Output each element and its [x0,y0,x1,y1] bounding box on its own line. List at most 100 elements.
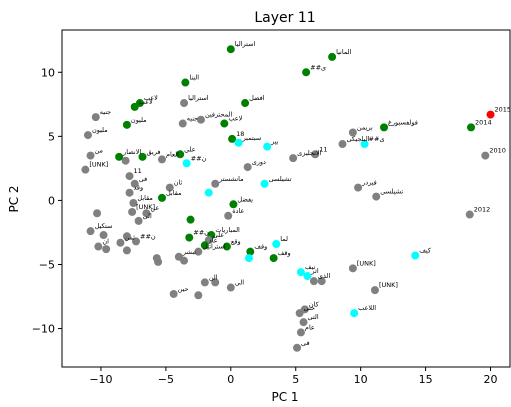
data-point-green [222,242,231,251]
point-label: فیردر [361,179,377,187]
x-axis-label: PC 1 [271,390,298,403]
point-label: عن [150,204,159,212]
data-point-gray [481,151,490,160]
points-layer [81,45,495,352]
data-point-gray [370,286,379,295]
data-point-green [157,193,166,202]
data-point-green [220,119,229,128]
data-point-gray [86,151,95,160]
data-point-cyan [296,268,305,277]
y-tick-label: 10 [41,66,55,79]
data-point-gray [211,278,220,287]
data-point-green [115,152,124,161]
data-point-green [328,52,337,61]
data-point-gray [317,277,326,286]
data-point-cyan [263,142,272,151]
point-label: المحترفین [205,111,232,119]
data-point-gray [86,227,95,236]
x-tick-label: 20 [484,373,498,386]
point-label: وقف [254,243,267,251]
data-point-green [241,99,250,108]
data-point-gray [128,207,137,216]
data-point-cyan [234,138,243,147]
data-point-cyan [260,179,269,188]
point-label: الن [209,273,218,281]
point-label: جنیه [187,115,198,123]
point-label: 18 [236,130,244,138]
point-label: عاد [209,236,218,244]
point-label: علی [213,231,225,239]
point-label: المباریات [215,226,240,234]
data-point-gray [169,289,178,298]
data-point-gray [338,140,347,149]
point-label: 2012 [474,206,491,214]
data-point-gray [99,231,108,240]
data-point-cyan [182,159,191,168]
point-label: وقف [278,249,291,257]
data-point-green [228,134,237,143]
point-label: الذی [318,272,330,280]
point-label: ستکیل [95,222,113,230]
point-label: 11 [319,145,327,153]
point-label: وقد [134,184,144,192]
point-label: نیف [305,263,316,271]
point-label: علی [184,145,196,153]
point-label: یفضل [237,195,253,203]
point-label: الانصار [122,148,141,156]
data-point-gray [94,242,103,251]
data-point-green [269,254,278,263]
point-label: ثان [174,179,183,187]
point-label: البنا [189,74,199,82]
point-label: افضل [249,94,265,102]
x-tick-label: 15 [419,373,433,386]
data-point-gray [154,257,163,266]
data-point-gray [129,198,138,207]
x-tick-label: 0 [227,373,234,386]
point-label: الانجلیزی [297,149,321,157]
data-point-green [130,102,139,111]
data-point-gray [132,237,141,246]
data-point-green [138,152,147,161]
y-tick-label: −10 [32,323,55,336]
point-label: لاعب [228,115,242,123]
point-label: لما [280,235,288,243]
point-label: فی [139,175,148,183]
data-point-gray [224,211,233,220]
point-label: عام [305,323,315,331]
point-label: مانشستر [218,175,243,183]
plot-frame [61,29,511,368]
point-label: 2014 [475,118,492,126]
point-label: دوری [252,158,266,166]
data-point-gray [289,154,298,163]
point-label: سبتمبر [242,134,262,142]
point-label: مقابل [137,194,152,202]
point-label: من [95,147,103,155]
data-point-green [380,123,389,132]
data-point-green [229,200,238,209]
point-label: استراتیل [202,243,225,251]
point-label: عادة [232,207,244,215]
data-point-gray [180,256,189,265]
data-point-gray [465,210,474,219]
data-point-cyan [204,188,213,197]
data-point-gray [93,209,102,218]
point-label: المانیا [336,48,351,56]
data-point-gray [311,150,320,159]
y-tick-label: −5 [39,258,55,271]
point-label: فی [301,339,310,347]
data-point-gray [165,183,174,192]
data-point-green [226,45,235,54]
point-label: ان [102,238,109,246]
point-label: استرالیا [235,40,256,48]
point-label: فولفسبورغ [388,118,418,126]
point-label: کیف [419,247,432,255]
data-point-cyan [303,272,312,281]
point-label: اللاعب [358,304,376,312]
data-point-cyan [244,254,253,263]
point-label: تشیلسی [380,188,403,196]
point-label: 2015 [495,106,511,114]
data-point-green [467,123,476,132]
data-point-gray [226,283,235,292]
data-point-green [246,247,255,256]
data-point-green [186,215,195,224]
